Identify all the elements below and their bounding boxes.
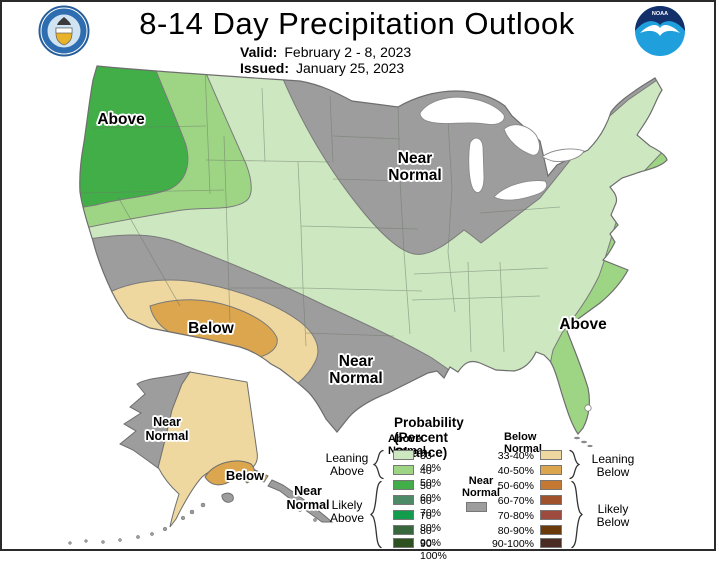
noaa-logo-text: NOAA <box>652 11 668 17</box>
legend-pct-above-33-40: 33-40% <box>420 450 442 474</box>
map-label-north-near-normal: Near Normal <box>388 150 442 184</box>
conus-outline <box>79 65 668 435</box>
legend-swatch-above-40-50 <box>393 465 414 475</box>
lake-huron <box>503 124 540 156</box>
legend-leaning-above-label: Leaning Above <box>325 451 369 478</box>
legend-swatch-above-70-80 <box>393 510 414 520</box>
legend-pct-above-40-50: 40-50% <box>420 465 442 489</box>
legend-likely-below-label: Likely Below <box>596 502 630 529</box>
state-borders <box>79 67 561 353</box>
great-lakes <box>419 96 585 201</box>
legend-leaning-below-label: Leaning Below <box>591 452 635 479</box>
valid-date-line: Valid: February 2 - 8, 2023 <box>240 44 411 60</box>
brace-likely-below <box>571 480 583 549</box>
legend-swatch-above-33-40 <box>393 450 414 460</box>
valid-label: Valid: <box>240 44 278 60</box>
legend-swatch-near-normal <box>466 502 487 512</box>
legend-swatch-below-40-50 <box>540 465 562 475</box>
legend-swatch-above-80-90 <box>393 525 414 535</box>
lake-superior <box>419 96 505 125</box>
legend-pct-below-70-80: 70-80% <box>497 510 534 522</box>
florida-keys <box>574 436 593 448</box>
map-label-alaska-panhandle-near-normal: Near Normal <box>286 484 330 512</box>
lake-erie <box>493 180 548 201</box>
legend-pct-above-50-60: 50-60% <box>420 480 442 504</box>
map-label-alaska-below: Below <box>225 468 265 483</box>
legend-pct-below-40-50: 40-50% <box>497 465 534 477</box>
image-frame <box>0 0 716 551</box>
legend-swatch-below-70-80 <box>540 510 562 520</box>
map-label-southwest-below: Below <box>188 320 234 337</box>
region-ak-near-normal-west <box>119 371 192 469</box>
map-label-south-near-normal: Near Normal <box>329 353 383 387</box>
region-ak-below-40-50-arm <box>253 469 269 483</box>
legend-pct-below-80-90: 80-90% <box>497 525 534 537</box>
lake-michigan <box>468 137 485 193</box>
brace-leaning-above <box>372 449 384 480</box>
map-label-southeast-above: Above <box>559 316 607 333</box>
legend-pct-above-80-90: 80-90% <box>420 525 442 549</box>
lake-okeechobee <box>584 404 592 412</box>
page-title: 8-14 Day Precipitation Outlook <box>139 6 575 41</box>
brace-leaning-below <box>569 449 581 480</box>
valid-value: February 2 - 8, 2023 <box>284 44 412 60</box>
department-of-commerce-seal <box>38 5 90 62</box>
issued-date-line: Issued: January 25, 2023 <box>240 60 404 76</box>
legend-swatch-below-90-100 <box>540 538 562 548</box>
map-label-alaska-west-near-normal: Near Normal <box>145 415 189 443</box>
region-ak-below-40-50-south <box>204 460 255 486</box>
alaska <box>119 371 334 528</box>
legend-swatch-below-50-60 <box>540 480 562 490</box>
legend-near-normal-label: Near Normal <box>462 475 500 499</box>
header: 8-14 Day Precipitation Outlook Valid: Feb… <box>0 0 719 80</box>
legend-pct-above-90-100: 90-100% <box>420 538 447 562</box>
legend-swatch-below-60-70 <box>540 495 562 505</box>
legend-swatch-above-60-70 <box>393 495 414 505</box>
region-above-likely-pnw-core <box>79 66 189 211</box>
legend-swatch-below-80-90 <box>540 525 562 535</box>
map-label-pnw-above: Above <box>97 111 145 128</box>
legend-pct-above-70-80: 70-80% <box>420 510 442 534</box>
brace-likely-above <box>370 480 382 549</box>
issued-label: Issued: <box>240 60 290 76</box>
legend-pct-below-33-40: 33-40% <box>497 450 534 462</box>
legend-pct-below-90-100: 90-100% <box>491 538 534 550</box>
legend-pct-below-60-70: 60-70% <box>497 495 534 507</box>
legend-swatch-above-90-100 <box>393 538 414 548</box>
legend-pct-above-60-70: 60-70% <box>420 495 442 519</box>
kodiak-island <box>221 492 234 503</box>
legend-likely-above-label: Likely Above <box>329 498 365 525</box>
aleutian-islands <box>68 502 317 545</box>
legend-swatch-above-50-60 <box>393 480 414 490</box>
region-ak-near-normal-panhandle <box>267 479 334 523</box>
issued-value: January 25, 2023 <box>296 60 405 76</box>
lake-ontario <box>541 148 585 162</box>
legend-pct-below-50-60: 50-60% <box>497 480 534 492</box>
noaa-logo: NOAA <box>633 4 687 63</box>
legend-below-normal-header: Below Normal <box>504 431 542 455</box>
legend-swatch-below-33-40 <box>540 450 562 460</box>
legend-title: Probability (Percent Chance) <box>394 415 464 460</box>
